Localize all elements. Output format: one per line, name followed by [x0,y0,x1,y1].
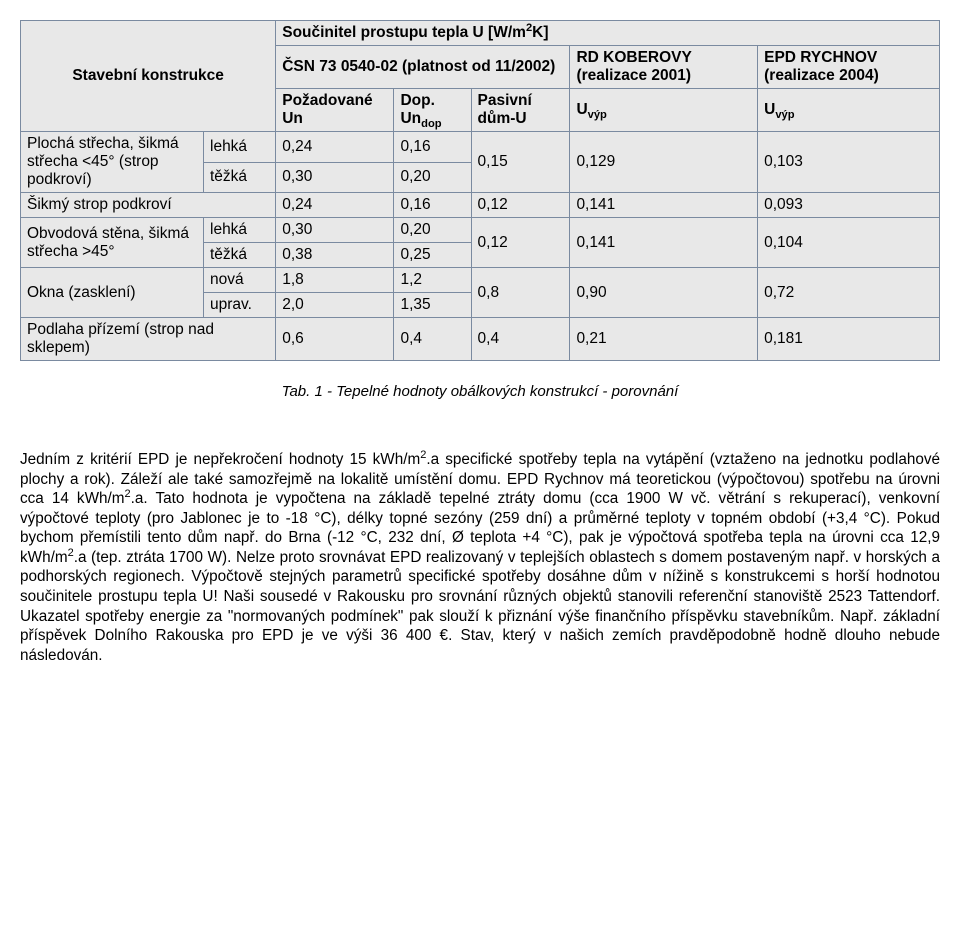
hdr-rd: RD KOBEROVY (realizace 2001) [570,46,758,89]
r5-dop: 0,4 [394,318,471,361]
r2-un: 0,24 [276,193,394,218]
r4-rd: 0,90 [570,268,758,318]
r3b-dop: 0,25 [394,243,471,268]
table-caption: Tab. 1 - Tepelné hodnoty obálkových kons… [20,383,940,400]
hdr-epd: EPD RYCHNOV (realizace 2004) [758,46,940,89]
r3-pas: 0,12 [471,218,570,268]
r4b-un: 2,0 [276,293,394,318]
r3a-un: 0,30 [276,218,394,243]
r1b-dop: 0,20 [394,162,471,193]
hdr-csn: ČSN 73 0540-02 (platnost od 11/2002) [276,46,570,89]
r2-dop: 0,16 [394,193,471,218]
r4b-type: uprav. [204,293,276,318]
r1-pas: 0,15 [471,132,570,193]
r5-label: Podlaha přízemí (strop nad sklepem) [21,318,276,361]
body-paragraph: Jedním z kritérií EPD je nepřekročení ho… [20,450,940,665]
hdr-undop: Dop. Undop [394,89,471,132]
r3b-type: těžká [204,243,276,268]
r1-epd: 0,103 [758,132,940,193]
thermal-table: Stavební konstrukce Součinitel prostupu … [20,20,940,361]
hdr-title: Součinitel prostupu tepla U [W/m2K] [276,21,940,46]
r5-pas: 0,4 [471,318,570,361]
r5-un: 0,6 [276,318,394,361]
hdr-uvyp2: Uvýp [758,89,940,132]
r4a-un: 1,8 [276,268,394,293]
r3b-un: 0,38 [276,243,394,268]
r1a-un: 0,24 [276,132,394,163]
r1b-un: 0,30 [276,162,394,193]
r3-epd: 0,104 [758,218,940,268]
r4-label: Okna (zasklení) [21,268,204,318]
r3a-dop: 0,20 [394,218,471,243]
r1b-type: těžká [204,162,276,193]
r3a-type: lehká [204,218,276,243]
r5-rd: 0,21 [570,318,758,361]
r3-label: Obvodová stěna, šikmá střecha >45° [21,218,204,268]
r4b-dop: 1,35 [394,293,471,318]
r4-pas: 0,8 [471,268,570,318]
r4a-type: nová [204,268,276,293]
r2-epd: 0,093 [758,193,940,218]
hdr-uvyp1: Uvýp [570,89,758,132]
r2-pas: 0,12 [471,193,570,218]
r1a-dop: 0,16 [394,132,471,163]
r1-label: Plochá střecha, šikmá střecha <45° (stro… [21,132,204,193]
r3-rd: 0,141 [570,218,758,268]
r1-rd: 0,129 [570,132,758,193]
r5-epd: 0,181 [758,318,940,361]
hdr-un: Požadované Un [276,89,394,132]
r4-epd: 0,72 [758,268,940,318]
r1a-type: lehká [204,132,276,163]
hdr-col1: Stavební konstrukce [21,21,276,132]
r2-label: Šikmý strop podkroví [21,193,276,218]
r2-rd: 0,141 [570,193,758,218]
hdr-pasiv: Pasivní dům-U [471,89,570,132]
r4a-dop: 1,2 [394,268,471,293]
